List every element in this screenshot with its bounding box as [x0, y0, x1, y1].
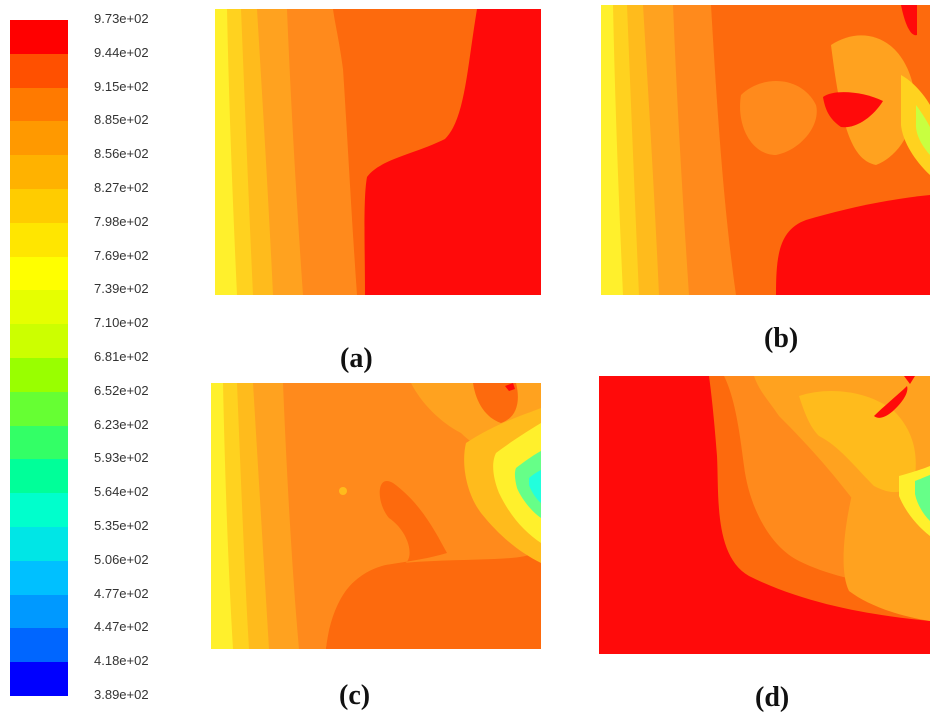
contour-plot-c — [211, 383, 541, 649]
colorbar-tick-label: 5.93e+02 — [94, 450, 149, 466]
cool-edge-yellow — [901, 75, 930, 175]
contour-plot-d — [599, 376, 930, 654]
colorbar-swatch — [10, 628, 68, 663]
cool-edge-green — [514, 451, 541, 518]
hot-spot — [823, 92, 883, 128]
colorbar-swatch — [10, 121, 68, 156]
colorbar-swatch — [10, 290, 68, 325]
colorbar-swatches — [10, 20, 68, 696]
colorbar-tick-label: 9.44e+02 — [94, 44, 149, 60]
colorbar-swatch — [10, 425, 68, 460]
contour-plot-a — [215, 9, 541, 295]
colorbar-swatch — [10, 560, 68, 595]
colorbar-swatch — [10, 20, 68, 54]
cool-edge-green — [915, 475, 930, 521]
colorbar-swatch — [10, 357, 68, 392]
cool-edge-green — [915, 105, 930, 155]
colorbar-tick-label: 7.39e+02 — [94, 281, 149, 297]
colorbar-swatch — [10, 256, 68, 291]
colorbar-tick-label: 3.89e+02 — [94, 687, 149, 702]
band-orange-dark-upper — [473, 383, 518, 423]
band-amber — [799, 391, 916, 493]
contour-panel-d — [599, 376, 930, 654]
caption-c: (c) — [339, 680, 371, 711]
colorbar-tick-label: 8.85e+02 — [94, 112, 149, 128]
colorbar-swatch — [10, 459, 68, 494]
colorbar-tick-label: 8.56e+02 — [94, 146, 149, 162]
colorbar-swatch — [10, 188, 68, 223]
hot-zone-bottom — [326, 551, 541, 649]
contour-plot-b — [601, 5, 930, 295]
colorbar-swatch — [10, 594, 68, 629]
colorbar-swatch — [10, 222, 68, 257]
colorbar-tick-label: 5.06e+02 — [94, 551, 149, 567]
colorbar-tick-label: 7.10e+02 — [94, 315, 149, 331]
colorbar-tick-label: 5.64e+02 — [94, 484, 149, 500]
colorbar-tick-label: 9.15e+02 — [94, 78, 149, 94]
colorbar-swatch — [10, 493, 68, 527]
band-orange-dark-lower — [843, 486, 930, 621]
colorbar-tick-label: 6.52e+02 — [94, 382, 149, 398]
probe-dot — [339, 487, 347, 495]
colorbar-tick-label: 4.47e+02 — [94, 619, 149, 635]
hot-corner-top — [901, 5, 917, 36]
colorbar-tick-label: 6.81e+02 — [94, 349, 149, 364]
colorbar-swatch — [10, 526, 68, 561]
colorbar-tick-label: 7.98e+02 — [94, 213, 149, 229]
caption-d: (d) — [755, 682, 790, 713]
colorbar-swatch — [10, 662, 68, 696]
band-orange-mid — [740, 81, 817, 155]
contour-panel-b — [601, 5, 930, 295]
colorbar-tick-label: 4.77e+02 — [94, 585, 149, 601]
hot-tip — [505, 383, 515, 391]
colorbar-tick-label: 5.35e+02 — [94, 518, 149, 533]
colorbar-swatch — [10, 391, 68, 426]
contour-panel-c — [211, 383, 541, 649]
cool-edge-cyan — [529, 470, 541, 503]
colorbar-swatch — [10, 324, 68, 358]
colorbar-tick-label: 8.27e+02 — [94, 180, 149, 195]
hot-tip — [904, 376, 915, 384]
caption-a: (a) — [340, 343, 373, 374]
colorbar-swatch — [10, 155, 68, 189]
colorbar-tick-label: 9.73e+02 — [94, 11, 149, 26]
colorbar-tick-label: 4.18e+02 — [94, 653, 149, 669]
hot-streak — [874, 386, 908, 418]
colorbar-tick-label: 7.69e+02 — [94, 247, 149, 263]
colorbar-tick-label: 6.23e+02 — [94, 416, 149, 432]
caption-b: (b) — [764, 323, 799, 354]
hot-bottom — [776, 195, 930, 295]
band-red — [364, 9, 541, 295]
colorbar-swatch — [10, 87, 68, 122]
contour-panel-a — [215, 9, 541, 295]
colorbar-labels: 9.73e+02 9.44e+02 9.15e+02 8.85e+02 8.56e+02… — [94, 10, 184, 710]
colorbar-swatch — [10, 53, 68, 88]
